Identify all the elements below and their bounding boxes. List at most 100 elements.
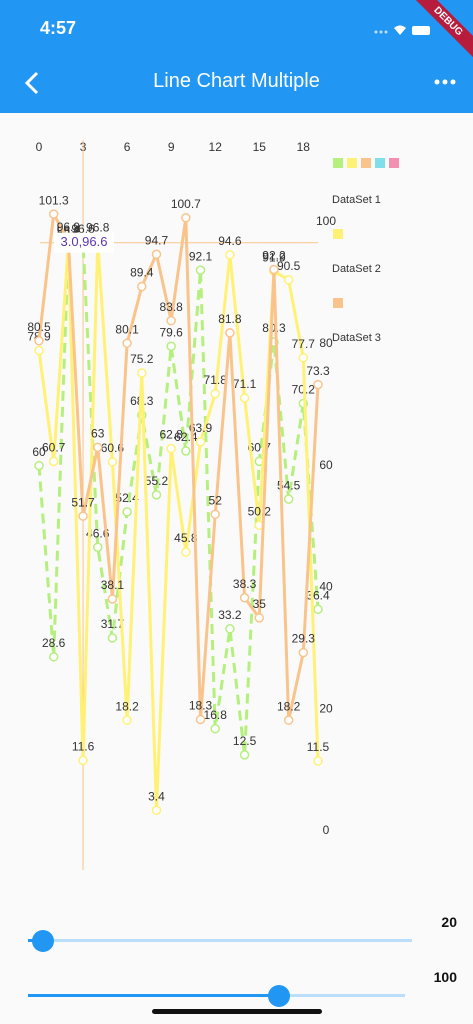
menu-button[interactable]: [434, 78, 458, 86]
point: [181, 547, 191, 557]
value-label: 16.8: [204, 708, 228, 722]
legend-label: DataSet 3: [332, 332, 381, 344]
app-bar: 4:57 DEBUG Line Chart Multiple: [0, 0, 473, 113]
point: [151, 805, 162, 816]
y-tick-label: 80: [319, 336, 333, 350]
status-time: 4:57: [40, 18, 77, 38]
value-label: 52: [209, 493, 223, 507]
point: [181, 446, 191, 456]
slider-thumb[interactable]: [268, 985, 290, 1007]
slider-value: 100: [433, 969, 457, 985]
y-tick-label: 0: [323, 823, 330, 837]
value-label: 18.3: [189, 699, 213, 713]
value-label: 77.7: [292, 337, 316, 351]
value-label: 51.7: [71, 495, 95, 509]
status-icons: [374, 25, 430, 35]
point: [195, 437, 206, 447]
point: [48, 652, 59, 662]
point: [166, 341, 176, 351]
legend-swatch: [375, 158, 385, 168]
value-label: 50.2: [248, 504, 272, 518]
value-label: 96.9: [57, 220, 81, 234]
point: [239, 593, 250, 603]
value-label: 63: [91, 427, 105, 441]
point: [34, 460, 44, 471]
y-tick-label: 40: [319, 580, 333, 594]
value-label: 18.2: [277, 699, 301, 713]
value-label: 100.7: [171, 197, 201, 211]
point: [107, 633, 118, 643]
point: [181, 212, 191, 223]
value-label: 90.5: [277, 259, 301, 273]
y-tick-label: 60: [319, 458, 333, 472]
x-tick-label: 18: [297, 140, 311, 154]
point: [78, 755, 88, 766]
point: [107, 457, 118, 467]
x-tick-label: 15: [253, 140, 267, 154]
slider-fill: [28, 994, 279, 997]
value-label: 89.4: [130, 266, 154, 280]
point: [151, 249, 162, 260]
value-label: 62.8: [159, 428, 183, 442]
legend-swatch: [333, 298, 343, 308]
value-label: 52.4: [115, 491, 139, 505]
highlight-label: 3.0,96.6: [61, 234, 108, 249]
point: [210, 509, 220, 520]
value-label: 18.2: [115, 699, 139, 713]
point: [210, 723, 220, 734]
point: [92, 442, 103, 453]
point: [195, 714, 206, 725]
legend-swatch: [333, 229, 343, 239]
value-label: 31.7: [101, 617, 125, 631]
point: [239, 393, 250, 403]
value-label: 94.6: [218, 234, 242, 248]
value-label: 91.9: [262, 251, 286, 265]
y-tick-label: 20: [319, 701, 333, 715]
highlight-box: [54, 232, 114, 253]
point: [195, 265, 206, 275]
value-label: 81.8: [218, 312, 242, 326]
point: [137, 368, 147, 378]
value-label: 12.5: [233, 734, 257, 748]
app-title: Line Chart Multiple: [153, 70, 320, 92]
value-label: 79.6: [159, 325, 183, 339]
point: [151, 490, 162, 500]
point: [107, 594, 118, 604]
legend-swatch: [389, 158, 399, 168]
point: [166, 315, 176, 326]
point: [78, 511, 88, 521]
point: [92, 542, 103, 552]
y-tick-label: 100: [316, 214, 336, 228]
value-label: 60.7: [42, 441, 66, 455]
point: [313, 756, 323, 766]
point: [283, 494, 294, 504]
point: [137, 281, 147, 292]
back-button[interactable]: [22, 70, 42, 96]
legend-swatch: [333, 158, 343, 168]
point: [225, 250, 235, 260]
legend-label: DataSet 1: [332, 194, 381, 206]
value-label: 94.7: [145, 233, 169, 247]
point: [225, 624, 235, 634]
value-label: 3.4: [148, 789, 165, 803]
point: [313, 604, 323, 615]
point: [254, 613, 265, 623]
value-label: 45.8: [174, 531, 198, 545]
value-label: 38.3: [233, 577, 257, 591]
value-label: 46.6: [86, 526, 110, 540]
point: [48, 456, 59, 467]
point: [313, 379, 323, 390]
value-label: 83.8: [159, 300, 183, 314]
point: [34, 336, 44, 346]
slider-thumb[interactable]: [32, 930, 54, 952]
point: [122, 338, 132, 348]
point: [166, 443, 176, 454]
value-label: 75.2: [130, 352, 154, 366]
value-label: 92.2: [262, 249, 286, 263]
value-label: 29.3: [292, 632, 316, 646]
value-label: 63.9: [189, 421, 213, 435]
value-label: 80.5: [27, 320, 51, 334]
point: [283, 275, 294, 285]
